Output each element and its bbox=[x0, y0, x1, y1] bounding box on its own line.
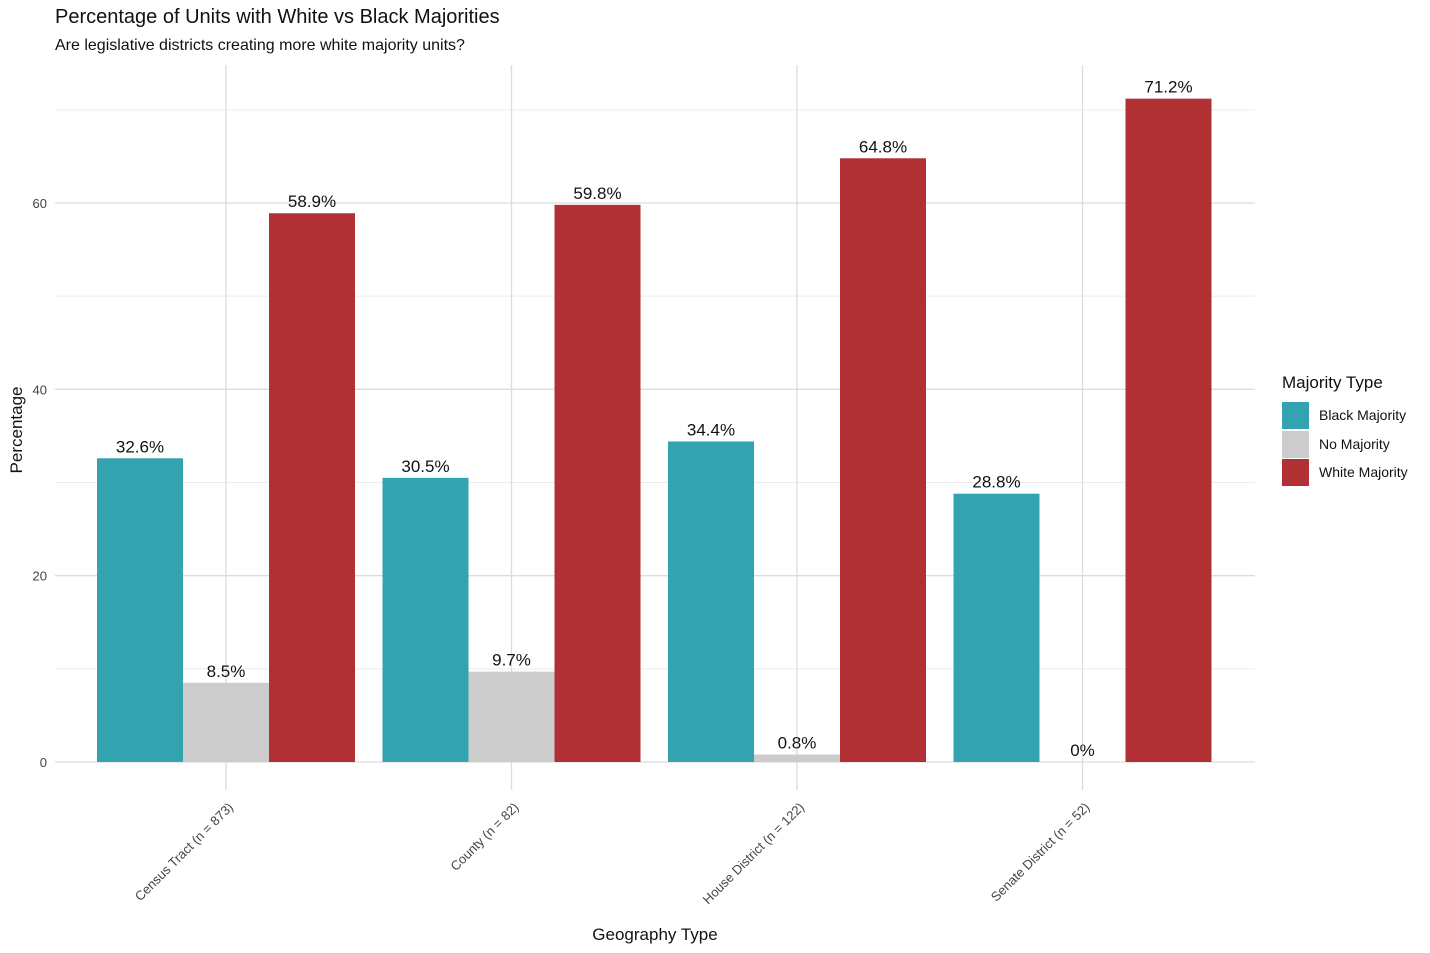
data-label: 30.5% bbox=[401, 457, 449, 476]
x-tick-label: House District (n = 122) bbox=[700, 800, 807, 907]
bar-white-majority bbox=[554, 204, 641, 762]
legend-swatch bbox=[1282, 458, 1309, 486]
bar-white-majority bbox=[1125, 98, 1212, 763]
legend-title: Majority Type bbox=[1282, 373, 1383, 392]
y-tick-label: 0 bbox=[40, 755, 47, 770]
bar-black-majority bbox=[953, 493, 1040, 762]
legend-label: Black Majority bbox=[1319, 407, 1407, 423]
data-label: 0.8% bbox=[778, 734, 817, 753]
bar-no-majority bbox=[754, 754, 840, 762]
legend-label: White Majority bbox=[1319, 464, 1408, 480]
data-label: 64.8% bbox=[859, 137, 907, 156]
bar-black-majority bbox=[668, 441, 754, 762]
legend-item-white-majority: White Majority bbox=[1282, 458, 1408, 486]
data-label: 59.8% bbox=[573, 184, 621, 203]
y-axis-title: Percentage bbox=[7, 387, 26, 474]
x-tick-label: Census Tract (n = 873) bbox=[132, 800, 236, 904]
y-tick-label: 20 bbox=[33, 569, 47, 584]
x-axis-title: Geography Type bbox=[592, 925, 717, 944]
chart-title: Percentage of Units with White vs Black … bbox=[55, 6, 500, 28]
x-tick-label: County (n = 82) bbox=[447, 800, 521, 874]
x-tick-label: Senate District (n = 52) bbox=[988, 800, 1093, 905]
legend-swatch bbox=[1282, 430, 1309, 458]
data-label: 0% bbox=[1070, 741, 1095, 760]
legend-swatch bbox=[1282, 401, 1309, 429]
data-label: 34.4% bbox=[687, 421, 735, 440]
bar-black-majority bbox=[97, 458, 183, 762]
bar-white-majority bbox=[269, 213, 355, 762]
bar-no-majority bbox=[468, 671, 555, 762]
legend-item-black-majority: Black Majority bbox=[1282, 401, 1406, 429]
data-label: 9.7% bbox=[492, 651, 531, 670]
bar-black-majority bbox=[382, 477, 469, 762]
bar-white-majority bbox=[840, 158, 926, 762]
data-label: 32.6% bbox=[116, 437, 164, 456]
chart-subtitle: Are legislative districts creating more … bbox=[55, 37, 465, 54]
data-label: 71.2% bbox=[1144, 78, 1192, 97]
legend-label: No Majority bbox=[1319, 436, 1390, 452]
bar-no-majority bbox=[183, 682, 269, 762]
data-label: 8.5% bbox=[207, 662, 246, 681]
legend-item-no-majority: No Majority bbox=[1282, 430, 1390, 458]
data-label: 28.8% bbox=[972, 473, 1020, 492]
y-tick-label: 60 bbox=[33, 196, 47, 211]
data-label: 58.9% bbox=[288, 192, 336, 211]
y-tick-label: 40 bbox=[33, 382, 47, 397]
